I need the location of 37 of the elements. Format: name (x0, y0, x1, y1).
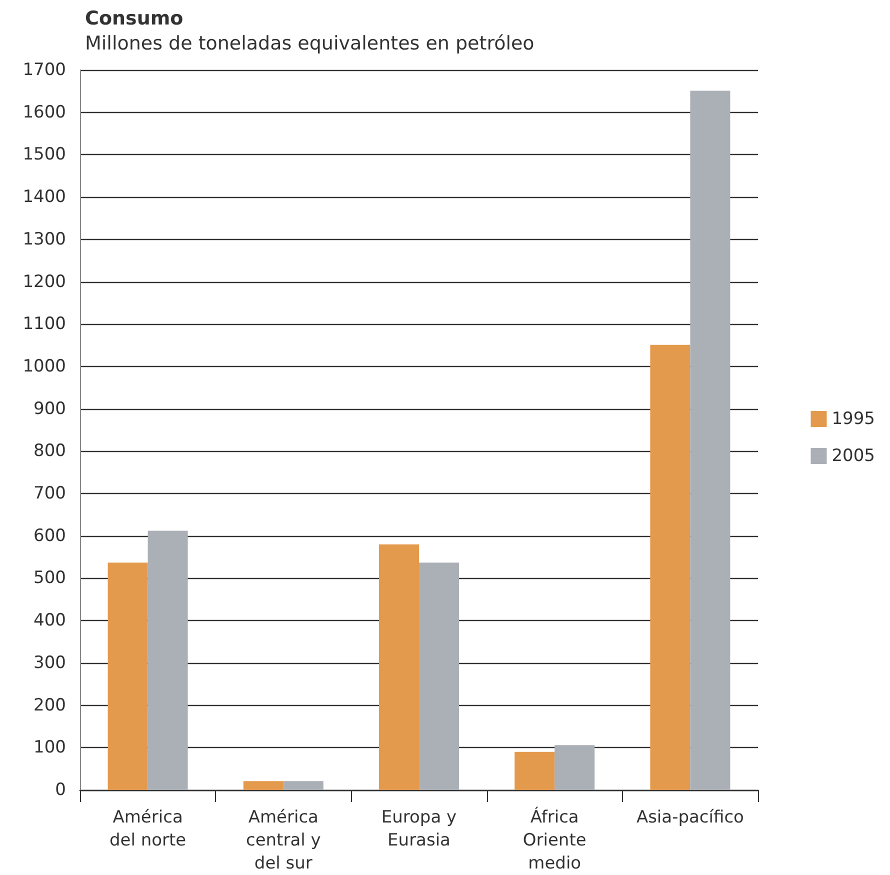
chart-subtitle: Millones de toneladas equivalentes en petróleo (85, 32, 534, 54)
y-tick-label: 1300 (22, 229, 66, 250)
x-tick-label: Europa y Eurasia (381, 808, 457, 850)
y-tick-label: 1100 (22, 314, 66, 334)
y-tick-label: 200 (34, 695, 66, 716)
bar (108, 562, 148, 790)
chart-title: Consumo (85, 8, 184, 30)
y-tick-label: 300 (34, 652, 66, 673)
x-tick-label: Asia-pacífico (636, 808, 744, 828)
y-tick-label: 100 (34, 738, 66, 758)
y-tick-label: 1600 (22, 102, 66, 122)
bar (283, 781, 324, 790)
y-tick-label: 1200 (22, 272, 66, 292)
bar (690, 90, 730, 790)
y-tick-label: 700 (34, 484, 66, 504)
bar (419, 562, 459, 790)
y-tick-label: 500 (34, 568, 66, 588)
y-tick-label: 1400 (22, 187, 66, 208)
bar (554, 745, 595, 790)
legend-label: 2005 (832, 446, 875, 466)
x-tick-label: América del norte (109, 808, 186, 850)
bar (514, 752, 555, 790)
y-tick-label: 400 (34, 610, 66, 631)
x-tick-label: África Oriente medio (522, 806, 586, 874)
y-tick-label: 900 (34, 398, 66, 419)
y-tick-label: 1500 (22, 144, 66, 165)
y-tick-label: 1000 (22, 356, 66, 376)
y-tick-label: 600 (34, 526, 66, 546)
bar (379, 544, 419, 790)
y-tick-label: 0 (55, 780, 66, 800)
y-tick-label: 1700 (22, 60, 66, 80)
x-tick-label: América central y del sur (246, 808, 321, 874)
bar (243, 781, 284, 790)
bar (148, 530, 188, 790)
legend-label: 1995 (832, 409, 875, 429)
bar (650, 344, 690, 790)
y-tick-label: 800 (34, 441, 66, 462)
